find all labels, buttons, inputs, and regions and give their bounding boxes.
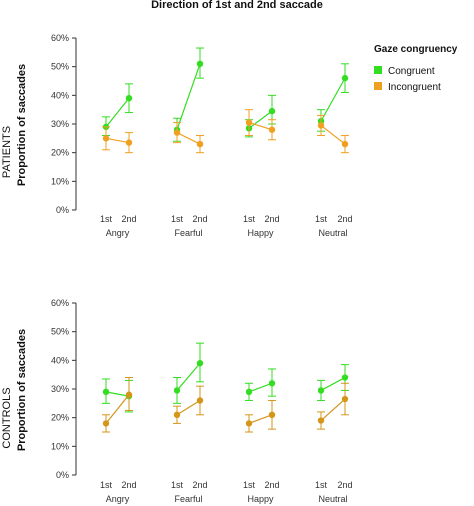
controls-incongruent-point-fearful-1st	[173, 411, 181, 418]
legend: Gaze congruency Congruent Incongruent	[374, 44, 458, 93]
controls-incongruent-point-happy-1st	[245, 420, 253, 427]
patients-congruent-point-happy-2nd	[268, 107, 276, 115]
patients-y-tick-label: 20%	[51, 148, 69, 158]
patients-incongruent-point-fearful-2nd	[196, 140, 204, 148]
controls-incongruent-point-angry-1st	[102, 420, 110, 427]
patients-y-axis-label: Proportion of saccades	[16, 64, 28, 186]
controls-x-tick-label: 2nd	[264, 480, 279, 490]
patients-y-tick-label: 0%	[56, 205, 69, 215]
controls-group-label-neutral: Neutral	[318, 494, 347, 504]
controls-group-label: CONTROLS	[1, 387, 13, 448]
figure-title: Direction of 1st and 2nd saccade	[151, 0, 323, 11]
controls-y-tick-label: 10%	[51, 441, 69, 451]
controls-incongruent-point-happy-2nd	[268, 411, 276, 418]
patients-incongruent-point-happy-2nd	[268, 126, 276, 133]
legend-label-congruent: Congruent	[388, 66, 435, 77]
controls-congruent-line-neutral	[320, 377, 346, 391]
patients-incongruent-line-neutral	[320, 124, 346, 145]
controls-y-tick-label: 60%	[51, 298, 69, 308]
controls-x-tick-label: 1st	[243, 480, 256, 490]
patients-panel: PATIENTS Proportion of saccades 0% 10% 20%…	[1, 33, 353, 238]
controls-y-tick-label: 0%	[56, 470, 69, 480]
controls-congruent-point-neutral-2nd	[341, 374, 349, 381]
patients-congruent-line-happy	[248, 110, 273, 129]
patients-y-tick-label: 60%	[51, 33, 69, 43]
controls-group-label-happy: Happy	[247, 494, 274, 504]
controls-y-tick-label: 40%	[51, 355, 69, 365]
patients-incongruent-point-fearful-1st	[173, 129, 181, 136]
legend-label-incongruent: Incongruent	[388, 82, 441, 93]
patients-group-label-fearful: Fearful	[174, 228, 202, 238]
controls-y-tick-label: 50%	[51, 327, 69, 337]
patients-incongruent-point-neutral-2nd	[341, 140, 349, 148]
patients-x-tick-label: 1st	[315, 214, 328, 224]
controls-congruent-line-happy	[248, 382, 273, 393]
controls-congruent-line-fearful	[176, 362, 201, 391]
legend-swatch-congruent	[374, 66, 382, 74]
controls-incongruent-point-neutral-1st	[317, 417, 325, 424]
controls-incongruent-line-angry	[105, 394, 130, 424]
controls-congruent-point-neutral-1st	[317, 387, 325, 394]
controls-incongruent-point-angry-2nd	[125, 391, 133, 398]
controls-y-tick-label: 20%	[51, 413, 69, 423]
patients-congruent-point-angry-2nd	[125, 95, 133, 102]
controls-x-tick-label: 1st	[315, 480, 328, 490]
patients-x-tick-label: 2nd	[192, 214, 207, 224]
patients-congruent-line-angry	[105, 97, 130, 128]
patients-x-tick-label: 2nd	[121, 214, 136, 224]
patients-x-tick-label: 1st	[171, 214, 184, 224]
controls-incongruent-point-neutral-2nd	[341, 395, 349, 403]
patients-y-tick-label: 40%	[51, 90, 69, 100]
patients-incongruent-point-happy-1st	[245, 119, 253, 126]
patients-incongruent-line-happy	[248, 121, 273, 131]
controls-congruent-point-fearful-1st	[173, 387, 181, 394]
patients-congruent-line-fearful	[176, 63, 201, 130]
controls-congruent-point-happy-1st	[245, 388, 253, 396]
patients-x-tick-label: 1st	[243, 214, 256, 224]
controls-incongruent-line-neutral	[320, 398, 346, 421]
patients-group-label: PATIENTS	[1, 126, 13, 178]
controls-x-tick-label: 2nd	[337, 480, 352, 490]
patients-x-tick-label: 1st	[100, 214, 113, 224]
controls-panel: CONTROLS Proportion of saccades 0% 10% 20%…	[1, 298, 353, 504]
patients-y-tick-label: 50%	[51, 62, 69, 72]
controls-x-tick-label: 1st	[100, 480, 113, 490]
patients-incongruent-point-angry-1st	[102, 135, 110, 142]
controls-group-label-fearful: Fearful	[174, 494, 202, 504]
controls-congruent-point-fearful-2nd	[196, 360, 204, 367]
controls-congruent-line-angry	[105, 391, 130, 397]
patients-group-label-happy: Happy	[247, 228, 274, 238]
controls-x-tick-label: 2nd	[192, 480, 207, 490]
patients-congruent-line-neutral	[320, 77, 346, 122]
patients-congruent-point-neutral-2nd	[341, 74, 349, 82]
controls-x-tick-label: 2nd	[121, 480, 136, 490]
patients-incongruent-point-angry-2nd	[125, 139, 133, 146]
patients-incongruent-line-fearful	[176, 132, 201, 145]
patients-group-label-angry: Angry	[106, 228, 130, 238]
patients-y-tick-label: 30%	[51, 119, 69, 129]
patients-x-tick-label: 2nd	[264, 214, 279, 224]
patients-group-label-neutral: Neutral	[318, 228, 347, 238]
controls-incongruent-line-fearful	[176, 399, 201, 416]
controls-y-tick-label: 30%	[51, 384, 69, 394]
patients-x-tick-label: 2nd	[337, 214, 352, 224]
controls-group-label-angry: Angry	[106, 494, 130, 504]
patients-incongruent-line-angry	[105, 137, 130, 144]
controls-y-axis-label: Proportion of saccades	[16, 329, 28, 451]
controls-x-tick-label: 1st	[171, 480, 184, 490]
controls-incongruent-point-fearful-2nd	[196, 397, 204, 404]
legend-swatch-incongruent	[374, 82, 382, 90]
legend-title: Gaze congruency	[374, 44, 458, 55]
patients-y-tick-label: 10%	[51, 176, 69, 186]
patients-incongruent-point-neutral-1st	[317, 122, 325, 129]
controls-congruent-point-happy-2nd	[268, 380, 276, 387]
patients-congruent-point-fearful-2nd	[196, 60, 204, 67]
controls-congruent-point-angry-1st	[102, 388, 110, 396]
controls-incongruent-line-happy	[248, 414, 273, 424]
